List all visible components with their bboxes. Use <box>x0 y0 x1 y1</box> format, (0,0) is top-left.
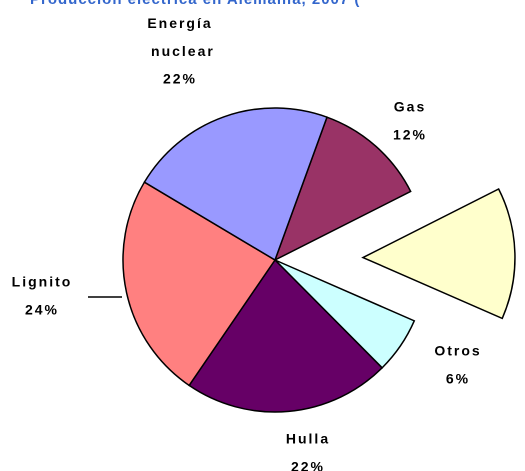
pie-slice <box>273 116 412 262</box>
slice-label: Lignito <box>12 274 73 290</box>
value-label: 22% <box>291 459 325 471</box>
pie-slice <box>122 181 277 387</box>
pie-slice <box>143 107 328 262</box>
pie-slice <box>361 188 516 320</box>
value-label: 22% <box>163 71 197 87</box>
value-label: 6% <box>446 371 470 387</box>
value-label: 24% <box>25 302 59 318</box>
slice-label: Hulla <box>286 431 330 447</box>
pie-slice <box>188 258 384 413</box>
slice-label: Energía nuclear <box>145 15 215 59</box>
chart-title: Producción eléctrica en Alemania, 2007 ( <box>30 0 360 8</box>
value-label: 12% <box>393 127 427 143</box>
slice-label: Gas <box>394 99 426 115</box>
slice-label: Otros <box>434 343 481 359</box>
